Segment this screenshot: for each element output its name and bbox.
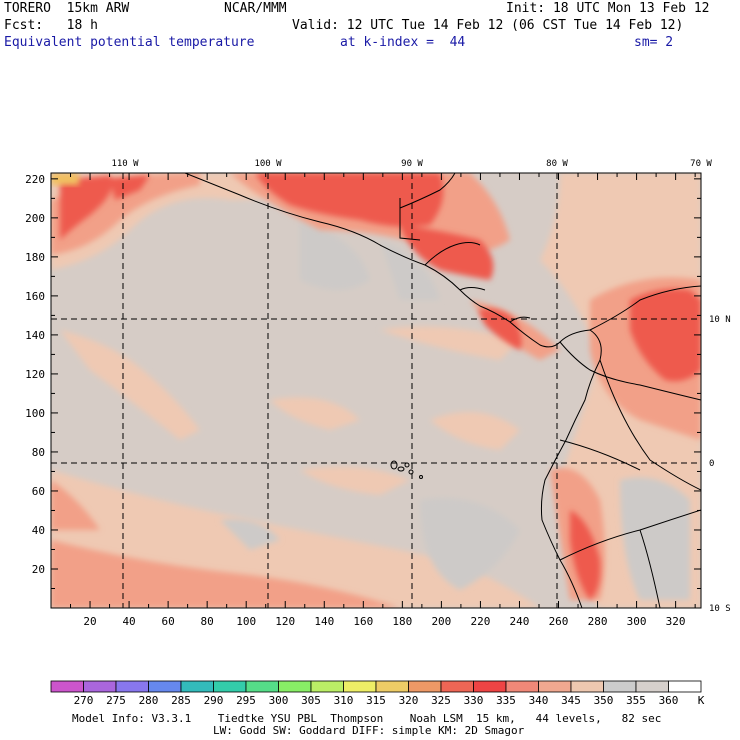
x-tick-label: 100 [236,615,256,628]
latitude-label: 10 N [709,315,731,325]
colorbar-swatch [408,680,442,693]
y-tick-label: 60 [32,485,45,498]
forecast-hour: Fcst: 18 h [4,18,98,33]
colorbar-label: 345 [561,694,581,707]
colorbar-label: 280 [139,694,159,707]
colorbar-label: 285 [171,694,191,707]
map-frame [50,172,702,609]
colorbar-swatch [180,680,214,693]
x-tick-label: 140 [314,615,334,628]
colorbar-swatch [83,680,117,693]
colorbar-label: 300 [269,694,289,707]
latlon-grid [51,173,701,608]
x-tick-label: 280 [588,615,608,628]
colorbar-swatch [278,680,312,693]
x-tick-label: 40 [122,615,135,628]
y-tick-label: 120 [25,368,45,381]
colorbar-unit: K [698,694,705,707]
longitude-label: 100 W [254,159,282,169]
model-info: Model Info: V3.3.1 Tiedtke YSU PBL Thomp… [72,712,662,725]
y-tick-label: 180 [25,251,45,264]
x-tick-label: 160 [353,615,373,628]
colorbar-swatch [343,680,377,693]
colorbar-label: 275 [106,694,126,707]
x-tick-label: 60 [161,615,174,628]
y-axis: 20 40 60 80 100 120 140 160 180 200 220 [25,173,701,589]
x-tick-label: 200 [431,615,451,628]
colorbar-label: 295 [236,694,256,707]
colorbar-swatch [473,680,507,693]
colorbar-swatch [310,680,344,693]
colorbar-label: 310 [334,694,354,707]
y-tick-label: 220 [25,173,45,186]
y-tick-label: 100 [25,407,45,420]
x-tick-label: 20 [83,615,96,628]
colorbar-swatch [375,680,409,693]
colorbar-swatch [668,680,702,693]
colorbar-label: 290 [204,694,224,707]
x-tick-label: 320 [666,615,686,628]
colorbar-label: 355 [626,694,646,707]
y-tick-label: 140 [25,329,45,342]
x-tick-label: 240 [510,615,530,628]
colorbar-swatch [148,680,182,693]
colorbar-swatch [115,680,149,693]
latitude-label: 10 S [709,604,731,614]
colorbar-label: 350 [594,694,614,707]
colorbar-swatch [635,680,669,693]
x-tick-label: 260 [549,615,569,628]
x-axis: 20 40 60 80 100 120 140 160 180 200 220 240 260 280 30… [70,173,696,628]
longitude-label: 90 W [401,159,423,169]
colorbar-label: 305 [301,694,321,707]
physics-info: LW: Godd SW: Goddard DIFF: simple KM: 2D… [213,724,525,737]
y-tick-label: 20 [32,563,45,576]
x-tick-label: 300 [627,615,647,628]
coastlines [184,173,701,608]
y-tick-label: 80 [32,446,45,459]
x-tick-label: 80 [201,615,214,628]
latitude-label: 0 [709,459,714,469]
x-tick-label: 220 [470,615,490,628]
smoothing-label: sm= 2 [634,35,674,50]
colorbar-label: 320 [399,694,419,707]
level-label: at k-index = 44 [340,35,466,50]
map-field [51,173,701,608]
colorbar-label: 335 [496,694,516,707]
colorbar-swatch [603,680,637,693]
model-name: TORERO 15km ARW [4,1,130,16]
x-tick-label: 120 [275,615,295,628]
colorbar-label: 315 [366,694,386,707]
valid-time: Valid: 12 UTC Tue 14 Feb 12 (06 CST Tue … [292,18,684,33]
x-tick-label: 180 [392,615,412,628]
longitude-labels: 110 W 100 W 90 W 80 W 70 W [111,159,712,169]
galapagos-islands [390,460,423,479]
colorbar-label: 340 [529,694,549,707]
colorbar-swatch [538,680,572,693]
longitude-label: 70 W [690,159,712,169]
colorbar-swatch [570,680,604,693]
y-tick-label: 160 [25,290,45,303]
colorbar-label: 360 [659,694,679,707]
colorbar-swatch [505,680,539,693]
init-time: Init: 18 UTC Mon 13 Feb 12 [506,1,710,16]
y-tick-label: 40 [32,524,45,537]
colorbar: 270 275 280 285 290 295 300 305 310 315 320 325 330 3… [50,680,705,707]
longitude-label: 110 W [111,159,139,169]
colorbar-swatch [50,680,84,693]
colorbar-swatch [440,680,474,693]
longitude-label: 80 W [546,159,568,169]
center-name: NCAR/MMM [224,1,287,16]
y-tick-label: 200 [25,212,45,225]
field-name: Equivalent potential temperature [4,35,255,50]
latitude-labels: 10 N 0 10 S [709,315,731,614]
colorbar-label: 270 [74,694,94,707]
colorbar-label: 325 [431,694,451,707]
colorbar-label: 330 [464,694,484,707]
colorbar-swatch [245,680,279,693]
colorbar-swatch [213,680,247,693]
